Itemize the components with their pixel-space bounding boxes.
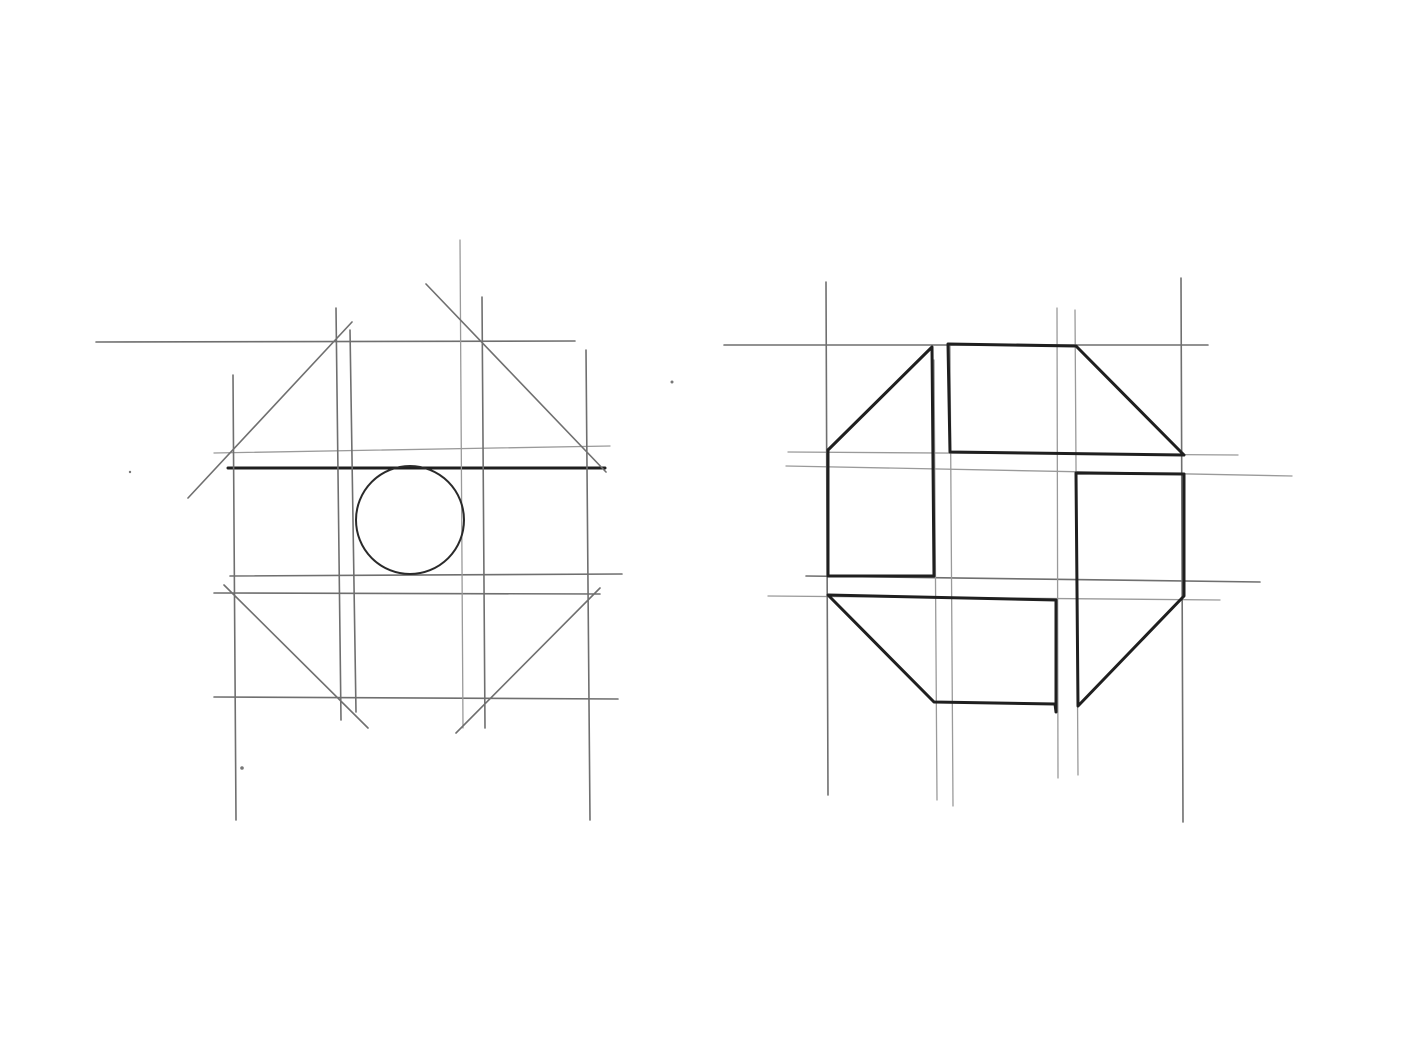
left-upper-horizontal-guide [213,445,611,454]
right-upper-horizontal-guide-b [785,465,1293,477]
pencil-speck [670,380,674,384]
pencil-speck [240,766,244,770]
right-octagon-mark-sketch [723,277,1293,823]
left-construction-sketch [95,239,674,821]
left-middle-horizontal-guide [229,573,623,577]
left-center-circle [355,465,465,575]
right-inner-left-vertical-a [933,359,938,801]
mark-bottom-quadrant [826,593,1058,714]
left-bottom-right-diagonal [455,587,601,734]
right-inner-right-vertical-a [1056,307,1059,779]
left-top-left-diagonal [187,321,353,499]
mark-right-quadrant [1074,471,1186,708]
left-bottom-horizontal-guide [213,696,619,700]
right-outer-right-vertical [1180,277,1184,823]
left-lower-horizontal-guide [213,592,601,595]
pencil-speck [128,470,132,474]
mark-top-quadrant [946,342,1186,457]
mark-left-quadrant [826,345,936,578]
left-bottom-left-diagonal [223,584,369,729]
left-inner-right-vertical-b [481,296,486,729]
left-top-right-diagonal [425,283,607,473]
left-inner-left-vertical-a [335,307,342,721]
left-inner-left-vertical-b [349,329,357,713]
left-inner-right-vertical-a [459,239,464,729]
left-top-horizontal-guide [95,340,576,343]
left-outer-right-vertical [585,349,591,821]
